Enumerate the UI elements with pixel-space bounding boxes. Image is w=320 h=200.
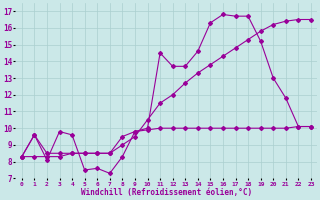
X-axis label: Windchill (Refroidissement éolien,°C): Windchill (Refroidissement éolien,°C) xyxy=(81,188,252,197)
